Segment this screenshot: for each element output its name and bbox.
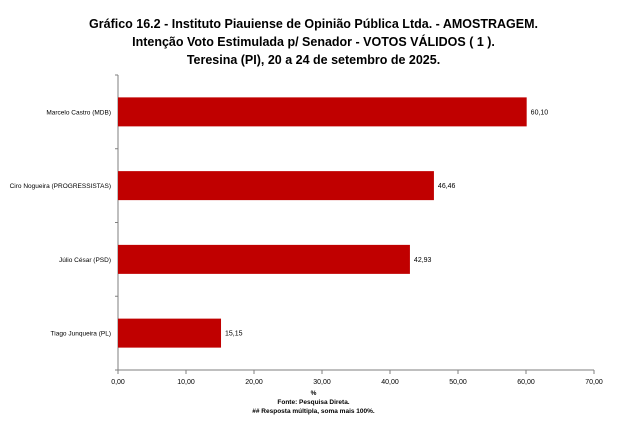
x-tick-label: 70,00: [585, 379, 603, 386]
multiple-response-note: ## Resposta múltipla, soma mais 100%.: [252, 408, 375, 415]
chart-labels: 0,00 10,00 20,00 30,00 40,00 50,00 60,00 70,00 M…: [10, 109, 603, 386]
source-note: Fonte: Pesquisa Direta.: [277, 399, 350, 406]
x-tick-label: 60,00: [517, 379, 535, 386]
category-label: Júlio César (PSD): [59, 257, 111, 264]
data-label: 15,15: [225, 331, 243, 338]
bar: [118, 97, 527, 127]
x-tick-label: 10,00: [177, 379, 195, 386]
data-label: 60,10: [531, 109, 549, 116]
chart-title-line-3: Teresina (PI), 20 a 24 de setembro de 20…: [186, 53, 441, 67]
category-label: Marcelo Castro (MDB): [46, 109, 111, 116]
x-tick-label: 40,00: [381, 379, 399, 386]
category-label: Ciro Nogueira (PROGRESSISTAS): [10, 183, 111, 190]
chart-title-line-1: Gráfico 16.2 - Instituto Piauiense de Op…: [89, 17, 538, 31]
x-axis-unit-label: %: [310, 390, 317, 397]
bar: [118, 318, 222, 348]
chart-bars: [118, 97, 527, 348]
bar: [118, 171, 434, 201]
x-tick-label: 20,00: [245, 379, 263, 386]
x-tick-label: 30,00: [313, 379, 331, 386]
category-label: Tiago Junqueira (PL): [51, 331, 111, 338]
x-tick-label: 0,00: [111, 379, 125, 386]
bar: [118, 244, 410, 274]
data-label: 46,46: [438, 183, 456, 190]
chart-title-line-2: Intenção Voto Estimulada p/ Senador - VO…: [132, 35, 495, 49]
x-tick-label: 50,00: [449, 379, 467, 386]
data-label: 42,93: [414, 257, 432, 264]
